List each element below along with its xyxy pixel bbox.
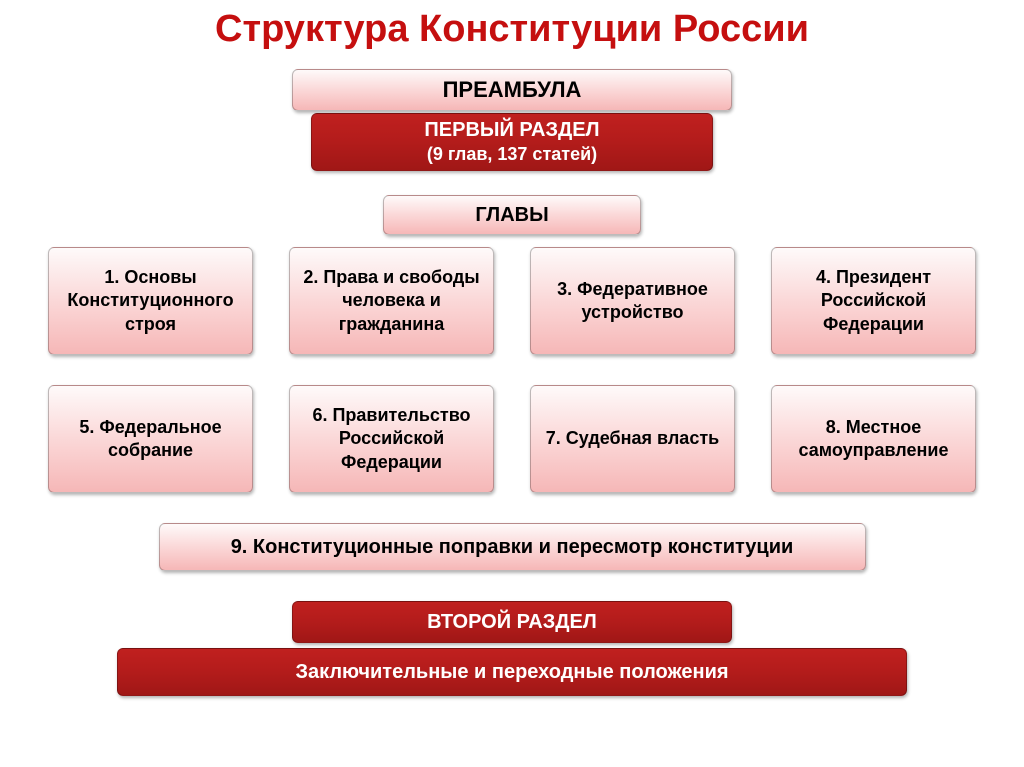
chapter-label-3: 3. Федеративное устройство: [539, 278, 726, 325]
chapters-label-box: ГЛАВЫ: [383, 195, 641, 235]
chapter-box-6: 6. Правительство Российской Федерации: [289, 385, 494, 493]
chapters-row-1: 1. Основы Конституционного строя 2. Прав…: [0, 247, 1024, 355]
bottom-stack: 9. Конституционные поправки и пересмотр …: [0, 523, 1024, 696]
chapter-box-1: 1. Основы Конституционного строя: [48, 247, 253, 355]
chapter-box-8: 8. Местное самоуправление: [771, 385, 976, 493]
chapter-label-7: 7. Судебная власть: [546, 427, 719, 450]
preamble-box: ПРЕАМБУЛА: [292, 69, 732, 111]
final-box: Заключительные и переходные положения: [117, 648, 907, 696]
section1-line2: (9 глав, 137 статей): [427, 143, 597, 166]
chapter-label-2: 2. Права и свободы человека и гражданина: [298, 266, 485, 336]
chapter9-box: 9. Конституционные поправки и пересмотр …: [159, 523, 866, 571]
chapter-label-6: 6. Правительство Российской Федерации: [298, 404, 485, 474]
chapter-label-8: 8. Местное самоуправление: [780, 416, 967, 463]
chapters-label: ГЛАВЫ: [475, 204, 548, 227]
chapter-box-7: 7. Судебная власть: [530, 385, 735, 493]
section2-box: ВТОРОЙ РАЗДЕЛ: [292, 601, 732, 643]
chapter9-label: 9. Конституционные поправки и пересмотр …: [231, 536, 794, 559]
chapters-row-2: 5. Федеральное собрание 6. Правительство…: [0, 385, 1024, 493]
chapter-label-1: 1. Основы Конституционного строя: [57, 266, 244, 336]
chapter-box-3: 3. Федеративное устройство: [530, 247, 735, 355]
chapter-label-5: 5. Федеральное собрание: [57, 416, 244, 463]
preamble-label: ПРЕАМБУЛА: [443, 77, 582, 103]
chapter-label-4: 4. Президент Российской Федерации: [780, 266, 967, 336]
final-label: Заключительные и переходные положения: [295, 661, 728, 684]
section1-box: ПЕРВЫЙ РАЗДЕЛ (9 глав, 137 статей): [311, 113, 713, 171]
diagram-stack: ПРЕАМБУЛА ПЕРВЫЙ РАЗДЕЛ (9 глав, 137 ста…: [0, 69, 1024, 235]
page-title: Структура Конституции России: [0, 0, 1024, 69]
chapter-box-4: 4. Президент Российской Федерации: [771, 247, 976, 355]
title-text: Структура Конституции России: [215, 8, 809, 50]
section1-line1: ПЕРВЫЙ РАЗДЕЛ: [424, 118, 599, 143]
chapter-box-2: 2. Права и свободы человека и гражданина: [289, 247, 494, 355]
section2-label: ВТОРОЙ РАЗДЕЛ: [427, 611, 597, 634]
chapter-box-5: 5. Федеральное собрание: [48, 385, 253, 493]
